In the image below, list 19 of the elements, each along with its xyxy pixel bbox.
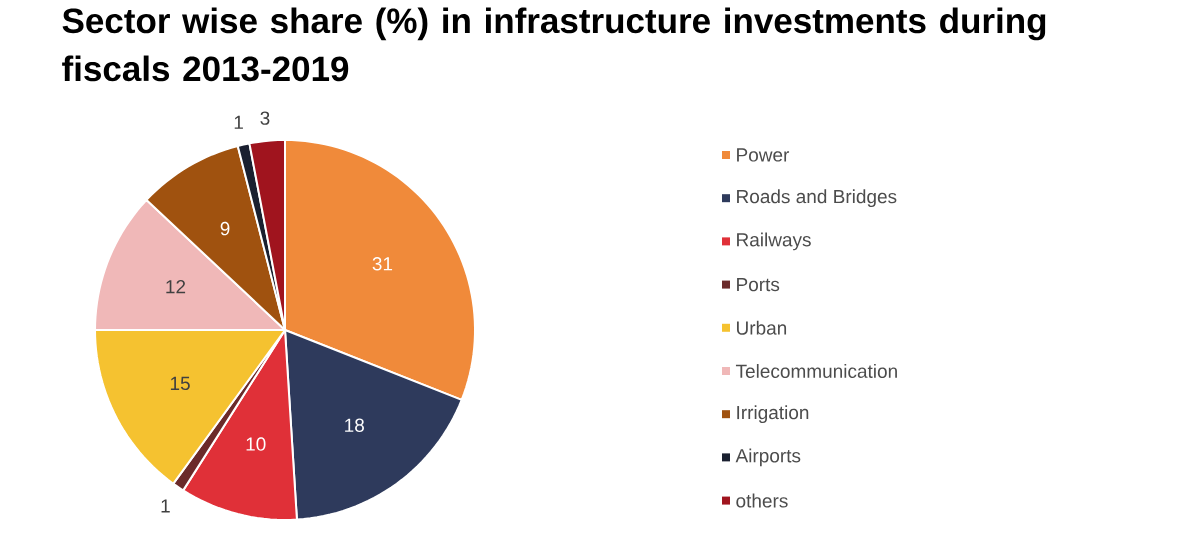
chart-title: Sector wise share (%) in infrastructure investments during fiscals 2013-2019 [62,7,1046,82]
data-label: 3 [260,111,270,125]
legend-label: Airports [735,448,801,467]
legend-label: Telecommunication [735,364,897,378]
legend-label: Roads and Bridges [737,189,897,208]
legend-label: Urban [737,320,787,335]
legend-label: Ports [737,277,780,292]
data-label: 31 [372,257,393,271]
data-label: 9 [220,221,230,236]
data-label: 12 [166,279,186,294]
legend-label: Power [737,148,790,162]
legend-label: others [736,493,788,508]
data-label: 1 [161,499,170,513]
legend-label: Railways [737,232,811,251]
data-label: 10 [246,437,266,451]
data-label: 18 [345,418,364,433]
data-label: 15 [170,376,190,391]
legend-label: Irrigation [737,405,809,424]
data-label: 1 [234,115,243,129]
